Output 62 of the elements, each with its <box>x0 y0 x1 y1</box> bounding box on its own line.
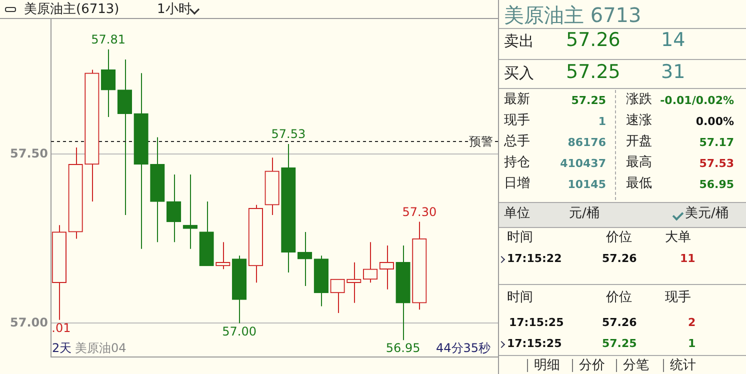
text: 57.25 <box>602 337 637 350</box>
text: 现手 <box>504 113 530 128</box>
text: 17:15:25 <box>507 337 562 350</box>
text: 410437 <box>560 157 606 170</box>
text: 分笔 <box>616 358 649 373</box>
text: 57.26 <box>602 316 637 329</box>
text: 日增 <box>504 176 530 191</box>
text: 0.00% <box>696 115 734 128</box>
text: 11 <box>680 252 696 265</box>
text: 时间 <box>507 230 533 245</box>
text: 57.25 <box>566 61 620 83</box>
text: 最低 <box>626 176 652 191</box>
text: 14 <box>661 29 686 51</box>
text: 买入 <box>504 64 534 82</box>
text: 元/桶 <box>569 206 600 221</box>
annotation: 美原油04 <box>75 341 126 355</box>
text: 44分35秒 <box>436 341 491 355</box>
text: -0.01/0.02% <box>660 94 734 107</box>
text: 57.25 <box>571 94 606 107</box>
text: 1小时 <box>157 2 192 17</box>
text: 时间 <box>507 290 533 305</box>
text: 17:15:22 <box>507 252 562 265</box>
text: 价位 <box>606 230 632 245</box>
text: 价位 <box>606 290 632 305</box>
annotation: .01 <box>52 320 71 335</box>
y-tick-label: 57.50 <box>10 146 48 160</box>
text: 单位 <box>504 206 530 221</box>
text: 大单 <box>665 230 691 245</box>
text: 总手 <box>504 134 530 149</box>
text: 开盘 <box>626 134 652 149</box>
text: 56.95 <box>699 178 734 191</box>
annotation: 57.53 <box>271 127 306 142</box>
text: 现手 <box>665 290 691 305</box>
annotation: 57.30 <box>402 204 437 219</box>
text: 31 <box>661 61 686 83</box>
text: 分价 <box>572 358 605 373</box>
text: 1 <box>688 337 696 350</box>
text: 美元/桶 <box>685 206 728 221</box>
text: 57.17 <box>699 136 734 149</box>
text: 57.53 <box>699 157 734 170</box>
text: 美原油主 6713 <box>504 3 642 27</box>
annotation: 56.95 <box>386 341 420 356</box>
text: 17:15:25 <box>509 316 564 329</box>
text: 明细 <box>527 358 560 373</box>
text: 86176 <box>568 136 606 149</box>
annotation: 2天 <box>52 341 72 355</box>
text: 1 <box>598 115 606 128</box>
text: 速涨 <box>626 113 652 128</box>
text: 10145 <box>568 178 606 191</box>
annotation: 57.00 <box>222 324 256 338</box>
text: 持仓 <box>504 155 530 170</box>
text: 统计 <box>663 358 696 373</box>
text: 卖出 <box>504 32 534 50</box>
ref-line-label: 预警 <box>469 134 493 149</box>
annotation: 57.81 <box>91 32 126 47</box>
text: 涨跌 <box>626 92 652 107</box>
text: 最新 <box>504 92 530 107</box>
text: 57.26 <box>602 252 637 265</box>
text: 57.26 <box>566 29 620 51</box>
text: 最高 <box>626 155 652 170</box>
text: 2 <box>688 316 696 329</box>
chart-title: 美原油主(6713) <box>24 2 120 17</box>
